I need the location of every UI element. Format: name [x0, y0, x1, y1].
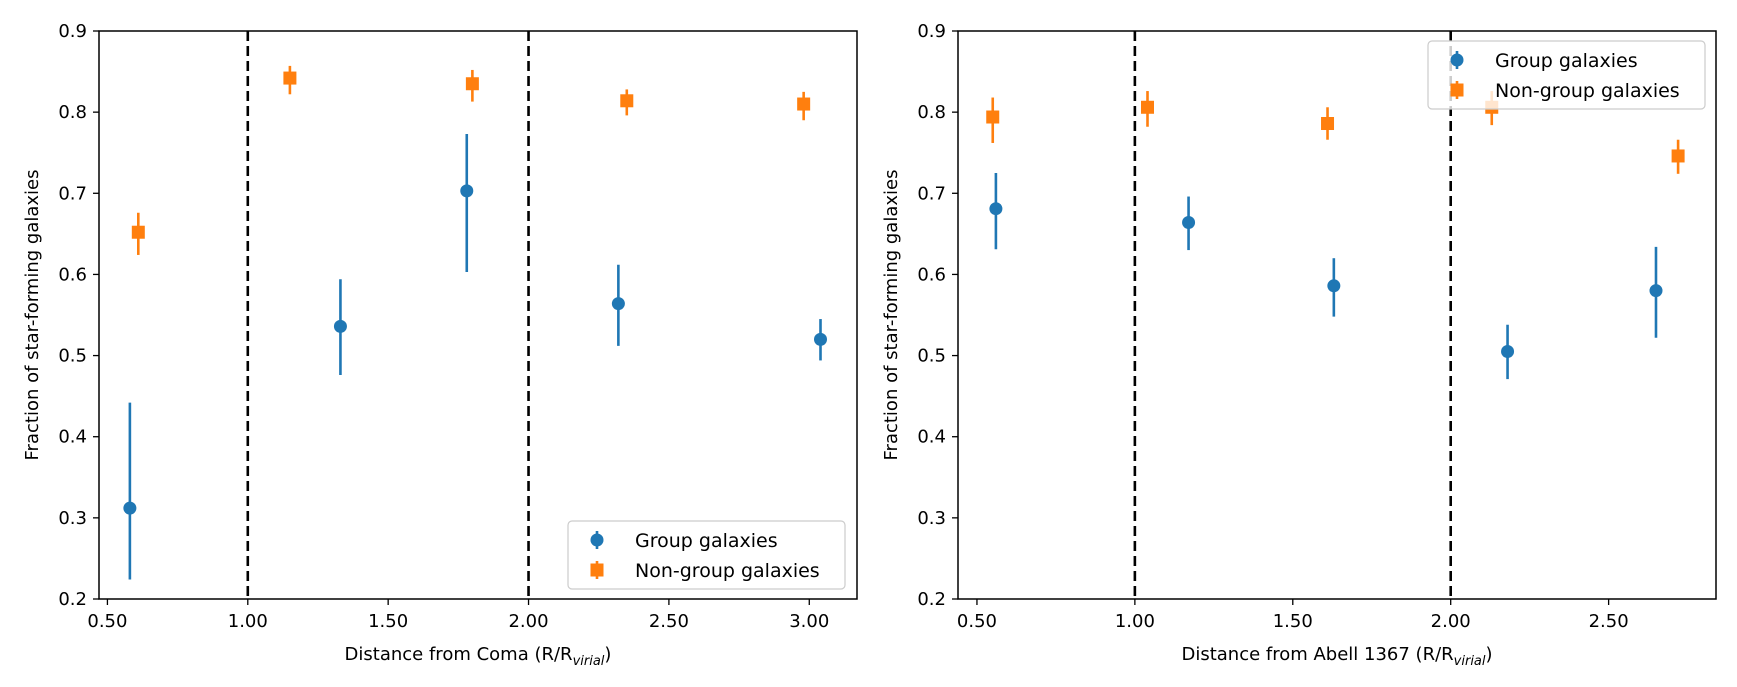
- legend-marker: [590, 563, 604, 577]
- x-tick-label: 2.00: [1431, 611, 1471, 632]
- y-tick-label: 0.6: [58, 264, 87, 285]
- chart-panel-1: 0.50 1.00 1.50 2.00 2.50 3.00 0.2 0.3 0.4 0.5 0.6 0…: [22, 21, 858, 669]
- data-point: [1321, 117, 1335, 131]
- x-tick-label: 1.50: [368, 611, 408, 632]
- data-point: [611, 297, 625, 311]
- plot-frame: [98, 30, 858, 600]
- y-tick-label: 0.2: [58, 589, 87, 610]
- y-tick-label: 0.9: [917, 21, 946, 42]
- legend: Group galaxies Non-group galaxies: [567, 520, 846, 590]
- y-tick-label: 0.3: [917, 508, 946, 529]
- legend-box: [567, 520, 846, 590]
- x-tick-label: 2.00: [508, 611, 548, 632]
- data-point: [989, 202, 1003, 216]
- data-point: [123, 501, 137, 515]
- legend-label: Group galaxies: [635, 530, 778, 552]
- x-tick-label: 0.50: [957, 611, 997, 632]
- data-point: [333, 319, 347, 333]
- x-axis-label-prefix: Distance from Coma (R/R: [345, 644, 573, 665]
- chart-panel-2: 0.50 1.00 1.50 2.00 2.50 0.2 0.3 0.4 0.5 0.6 0.7 0.…: [881, 21, 1717, 669]
- legend-marker: [1450, 53, 1464, 67]
- legend: Group galaxies Non-group galaxies: [1427, 40, 1706, 110]
- legend-box: [1427, 40, 1706, 110]
- data-point: [797, 97, 811, 111]
- data-point: [1671, 149, 1685, 163]
- x-axis-label: Distance from Abell 1367 (R/Rvirial): [1181, 644, 1492, 669]
- legend-marker: [590, 533, 604, 547]
- legend-label: Group galaxies: [1495, 50, 1638, 72]
- x-axis-label-subscript: virial: [573, 654, 605, 669]
- x-tick-label: 1.00: [1115, 611, 1155, 632]
- data-point: [620, 94, 634, 108]
- x-axis-label-suffix: ): [1486, 644, 1493, 665]
- series-group: [989, 173, 1663, 380]
- data-point: [465, 77, 479, 91]
- data-point: [460, 184, 474, 198]
- y-tick-label: 0.8: [58, 102, 87, 123]
- data-point: [1327, 279, 1341, 293]
- x-tick-label: 1.00: [228, 611, 268, 632]
- y-tick-label: 0.4: [917, 427, 946, 448]
- x-tick-label: 3.00: [789, 611, 829, 632]
- y-tick-label: 0.7: [917, 183, 946, 204]
- data-point: [1182, 215, 1196, 229]
- x-tick-label: 2.50: [1589, 611, 1629, 632]
- y-axis-label: Fraction of star-forming galaxies: [881, 170, 902, 461]
- y-tick-label: 0.4: [58, 427, 87, 448]
- y-tick-label: 0.2: [917, 589, 946, 610]
- legend-label: Non-group galaxies: [635, 560, 820, 582]
- data-point: [1501, 345, 1515, 359]
- x-axis-label-prefix: Distance from Abell 1367 (R/R: [1181, 644, 1453, 665]
- x-axis-label-subscript: virial: [1454, 654, 1486, 669]
- x-axis-label-suffix: ): [604, 644, 611, 665]
- x-tick-label: 0.50: [87, 611, 127, 632]
- x-axis-label: Distance from Coma (R/Rvirial): [345, 644, 612, 669]
- legend-marker: [1450, 83, 1464, 97]
- x-tick-label: 2.50: [649, 611, 689, 632]
- series-group: [123, 134, 828, 580]
- y-tick-label: 0.8: [917, 102, 946, 123]
- y-tick-label: 0.6: [917, 264, 946, 285]
- data-point: [814, 332, 828, 346]
- y-tick-label: 0.5: [58, 346, 87, 367]
- data-point: [1141, 100, 1154, 114]
- y-tick-label: 0.9: [58, 21, 87, 42]
- y-tick-label: 0.3: [58, 508, 87, 529]
- legend-label: Non-group galaxies: [1495, 80, 1680, 102]
- data-point: [283, 71, 297, 85]
- plot-frame: [957, 30, 1717, 600]
- data-point: [986, 110, 1000, 124]
- y-tick-label: 0.5: [917, 346, 946, 367]
- x-tick-label: 1.50: [1273, 611, 1313, 632]
- data-point: [1649, 284, 1663, 298]
- y-tick-label: 0.7: [58, 183, 87, 204]
- series-non-group: [131, 65, 811, 255]
- y-axis-label: Fraction of star-forming galaxies: [22, 170, 43, 461]
- data-point: [131, 225, 145, 239]
